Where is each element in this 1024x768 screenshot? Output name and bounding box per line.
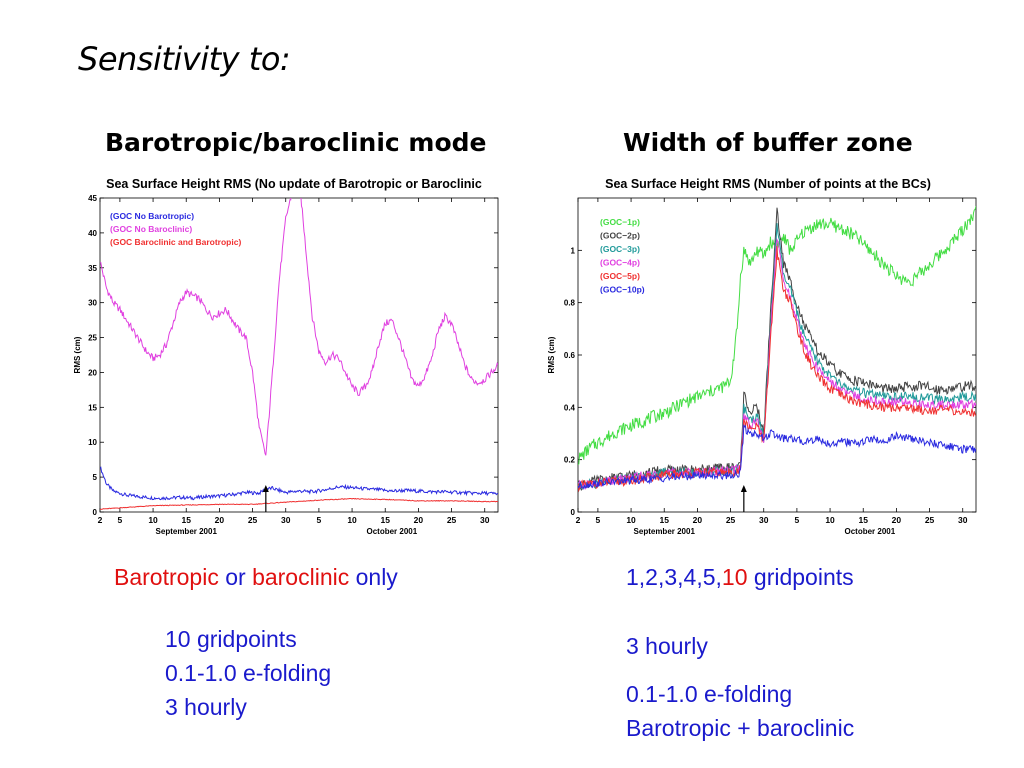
- x-tick-label: 30: [759, 515, 769, 525]
- caption-barotropic: Barotropic: [114, 564, 219, 590]
- x-tick-label: 30: [281, 515, 291, 525]
- left-note: 3 hourly: [165, 694, 247, 720]
- left-chart: Sea Surface Height RMS (No update of Bar…: [73, 177, 499, 536]
- x-tick-label: 15: [858, 515, 868, 525]
- x-tick-label: 5: [317, 515, 322, 525]
- x-tick-label: 25: [447, 515, 457, 525]
- x-tick-label: 20: [693, 515, 703, 525]
- y-tick-label: 40: [88, 229, 97, 238]
- y-tick-label: 25: [88, 334, 97, 343]
- y-axis-label: RMS (cm): [73, 336, 82, 373]
- left-panel-heading: Barotropic/baroclinic mode: [105, 128, 487, 157]
- x-tick-label: 30: [958, 515, 968, 525]
- y-tick-label: 10: [88, 438, 97, 447]
- legend-entry: (GOC Baroclinic and Barotropic): [110, 237, 241, 247]
- series-line: [578, 245, 976, 493]
- caption-baroclinic: baroclinic: [252, 564, 350, 590]
- series-line: [100, 198, 498, 456]
- right-caption: 1,2,3,4,5,10 gridpoints: [626, 564, 854, 591]
- series-group: [100, 198, 498, 510]
- y-tick-label: 35: [88, 264, 97, 273]
- x-tick-label: 20: [215, 515, 225, 525]
- left-note: 0.1-1.0 e-folding: [165, 660, 332, 686]
- y-tick-label: 0.2: [564, 456, 576, 465]
- caption-gridpoints-highlight: 10: [721, 564, 748, 590]
- legend-entry: (GOC−3p): [600, 244, 640, 254]
- marker-arrow-head: [262, 485, 269, 492]
- y-axis-label: RMS (cm): [547, 336, 556, 373]
- y-tick-label: 0: [571, 508, 576, 517]
- right-notes: 3 hourly 0.1-1.0 e-folding Barotropic + …: [626, 629, 854, 745]
- y-tick-label: 5: [93, 473, 98, 482]
- y-tick-label: 30: [88, 299, 97, 308]
- series-line: [100, 466, 498, 501]
- month-label: September 2001: [634, 527, 696, 536]
- x-tick-label: 10: [825, 515, 835, 525]
- legend-entry: (GOC−10p): [600, 285, 645, 295]
- y-tick-label: 0.6: [564, 351, 576, 360]
- caption-or: or: [218, 564, 253, 590]
- x-tick-label: 5: [118, 515, 123, 525]
- right-note: Barotropic + baroclinic: [626, 715, 855, 741]
- left-caption: Barotropic or baroclinic only: [114, 564, 398, 591]
- x-tick-label: 25: [726, 515, 736, 525]
- legend-entry: (GOC−5p): [600, 271, 640, 281]
- x-tick-label: 5: [795, 515, 800, 525]
- y-tick-label: 0.8: [564, 299, 576, 308]
- x-tick-label: 30: [480, 515, 490, 525]
- x-tick-label: 25: [925, 515, 935, 525]
- legend-entry: (GOC−2p): [600, 231, 640, 241]
- x-tick-label: 25: [248, 515, 258, 525]
- legend-entry: (GOC−4p): [600, 258, 640, 268]
- y-tick-label: 45: [88, 194, 97, 203]
- y-tick-label: 1: [571, 246, 576, 255]
- month-label: October 2001: [845, 527, 896, 536]
- chart-title: Sea Surface Height RMS (Number of points…: [605, 177, 931, 191]
- y-tick-label: 20: [88, 368, 97, 377]
- y-tick-label: 0: [93, 508, 98, 517]
- y-tick-label: 15: [88, 403, 97, 412]
- plot-frame: [99, 197, 499, 513]
- legend-entry: (GOC−1p): [600, 217, 640, 227]
- series-line: [578, 223, 976, 490]
- right-panel-heading: Width of buffer zone: [623, 128, 913, 157]
- right-chart: Sea Surface Height RMS (Number of points…: [547, 177, 977, 536]
- slide-title: Sensitivity to:: [78, 40, 291, 78]
- caption-gridpoints-suffix: gridpoints: [747, 564, 854, 590]
- caption-gridpoints-prefix: 1,2,3,4,5,: [626, 564, 722, 590]
- legend-entry: (GOC No Baroclinic): [110, 224, 192, 234]
- x-tick-label: 10: [148, 515, 158, 525]
- right-note: 0.1-1.0 e-folding: [626, 681, 793, 707]
- x-tick-label: 20: [414, 515, 424, 525]
- series-group: [578, 205, 976, 493]
- right-note: 3 hourly: [626, 633, 708, 659]
- x-tick-label: 10: [347, 515, 357, 525]
- y-tick-label: 0.4: [564, 403, 576, 412]
- x-tick-label: 15: [181, 515, 191, 525]
- month-label: September 2001: [156, 527, 218, 536]
- x-tick-label: 10: [626, 515, 636, 525]
- chart-title: Sea Surface Height RMS (No update of Bar…: [106, 177, 482, 191]
- marker-arrow-head: [740, 485, 747, 492]
- legend-entry: (GOC No Barotropic): [110, 211, 194, 221]
- series-line: [578, 424, 976, 490]
- x-tick-label: 5: [596, 515, 601, 525]
- series-line: [100, 497, 498, 510]
- x-tick-label: 2: [98, 515, 103, 525]
- month-label: October 2001: [367, 527, 418, 536]
- x-tick-label: 15: [380, 515, 390, 525]
- left-note: 10 gridpoints: [165, 626, 297, 652]
- x-tick-label: 15: [659, 515, 669, 525]
- x-tick-label: 2: [576, 515, 581, 525]
- x-tick-label: 20: [892, 515, 902, 525]
- caption-only: only: [349, 564, 398, 590]
- left-notes: 10 gridpoints 0.1-1.0 e-folding 3 hourly: [165, 622, 331, 724]
